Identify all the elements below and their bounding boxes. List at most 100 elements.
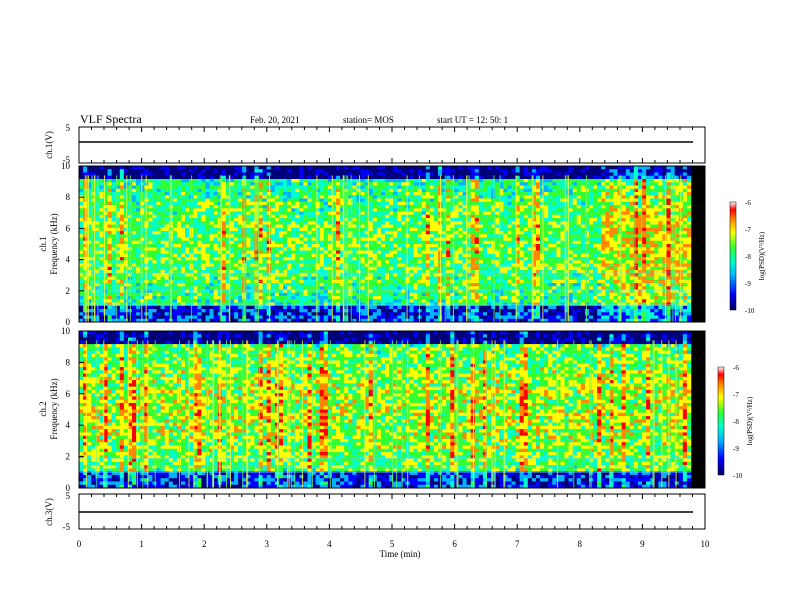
spectrogram-cell (99, 305, 104, 310)
spectrogram-cell (283, 305, 288, 310)
spectrogram-cell (87, 237, 92, 242)
spectrogram-cell (107, 312, 112, 316)
spectrogram-cell (393, 205, 398, 209)
spectrogram-cell (446, 266, 451, 271)
spectrogram-cell (136, 221, 141, 225)
spectrogram-cell (270, 188, 276, 193)
spectrogram-cell (254, 292, 259, 297)
spectrogram-cell (246, 201, 251, 206)
spectrogram-cell (458, 240, 463, 245)
spectrogram-cell (209, 185, 214, 190)
spectrogram-cell (246, 292, 251, 297)
spectrogram-cell (299, 315, 304, 320)
spectrogram-cell (136, 263, 141, 268)
spectrogram-cell (331, 244, 337, 248)
spectrogram-cell (389, 296, 394, 300)
spectrogram-cell (372, 231, 378, 235)
spectrogram-cell (156, 263, 161, 268)
spectrogram-cell (266, 309, 272, 313)
spectrogram-cell (254, 198, 259, 203)
spectrogram-cell (197, 237, 202, 242)
spectrogram-cell (299, 250, 304, 255)
spectrogram-cell (442, 292, 447, 297)
spectrogram-cell (315, 169, 321, 173)
spectrogram-cell (487, 175, 492, 180)
spectrogram-cell (274, 250, 280, 255)
spectrogram-cell (152, 234, 157, 238)
spectrogram-cell (136, 231, 141, 235)
spectrogram-cell (446, 247, 451, 251)
spectrogram-cell (397, 270, 402, 274)
spectrogram-cell (283, 250, 288, 255)
spectrogram-cell (181, 276, 186, 281)
spectrogram-cell (478, 208, 484, 212)
spectrogram-cell (205, 302, 210, 307)
spectrogram-cell (336, 185, 341, 190)
spectrogram-cell (209, 296, 214, 300)
spectrogram-cell (376, 289, 382, 294)
spectrogram-cell (295, 263, 300, 268)
spectrogram-cell (393, 276, 398, 281)
spectrogram-cell (119, 299, 125, 303)
spectrogram-cell (311, 260, 316, 264)
spectrogram-cell (356, 240, 361, 245)
spectrogram-cell (385, 211, 390, 216)
spectrogram-cell (201, 214, 206, 219)
spectrogram-cell (148, 253, 153, 258)
spectrogram-cell (136, 299, 141, 303)
spectrogram-cell (140, 289, 145, 294)
spectrogram-cell (450, 312, 455, 316)
spectrogram-cell (442, 305, 447, 310)
spectrogram-cell (401, 263, 406, 268)
spectrogram-cell (238, 198, 243, 203)
spectrogram-cell (246, 283, 251, 287)
spectrogram-cell (152, 237, 157, 242)
spectrogram-cell (221, 234, 227, 238)
spectrogram-cell (315, 211, 321, 216)
spectrogram-cell (372, 270, 378, 274)
spectrogram-cell (429, 188, 435, 193)
spectrogram-cell (409, 315, 414, 320)
spectrogram-cell (164, 185, 170, 190)
spectrogram-cell (148, 312, 153, 316)
spectrogram-cell (340, 270, 345, 274)
spectrogram-cell (87, 234, 92, 238)
spectrogram-cell (372, 266, 378, 271)
spectrogram-cell (193, 286, 198, 290)
spectrogram-cell (225, 221, 231, 225)
spectrogram-cell (164, 175, 170, 180)
spectrogram-cell (107, 286, 112, 290)
spectrogram-cell (421, 260, 427, 264)
spectrogram-cell (103, 318, 108, 323)
spectrogram-cell (380, 185, 386, 190)
spectrogram-cell (433, 318, 439, 323)
spectrogram-cell (307, 283, 312, 287)
spectrogram-cell (258, 185, 263, 190)
spectrogram-cell (123, 198, 129, 203)
spectrogram-cell (132, 266, 137, 271)
spectrogram-cell (140, 237, 145, 242)
spectrogram-cell (380, 179, 386, 183)
spectrogram-cell (331, 192, 337, 196)
spectrogram-cell (319, 312, 325, 316)
spectrogram-cell (258, 195, 263, 199)
spectrogram-cell (319, 309, 325, 313)
spectrogram-cell (107, 299, 112, 303)
spectrogram-cell (393, 270, 398, 274)
spectrogram-cell (107, 270, 112, 274)
spectrogram-cell (234, 205, 239, 209)
spectrogram-cell (315, 244, 321, 248)
spectrogram-cell (181, 192, 186, 196)
spectrogram-cell (319, 253, 325, 258)
spectrogram-cell (482, 263, 488, 268)
spectrogram-cell (254, 257, 259, 261)
spectrogram-cell (160, 172, 165, 177)
spectrogram-cell (197, 185, 202, 190)
spectrogram-cell (181, 201, 186, 206)
spectrogram-cell (103, 221, 108, 225)
spectrogram-cell (283, 315, 288, 320)
spectrogram-cell (213, 260, 219, 264)
spectrogram-cell (172, 231, 178, 235)
spectrogram-cell (385, 188, 390, 193)
spectrogram-cell (234, 240, 239, 245)
